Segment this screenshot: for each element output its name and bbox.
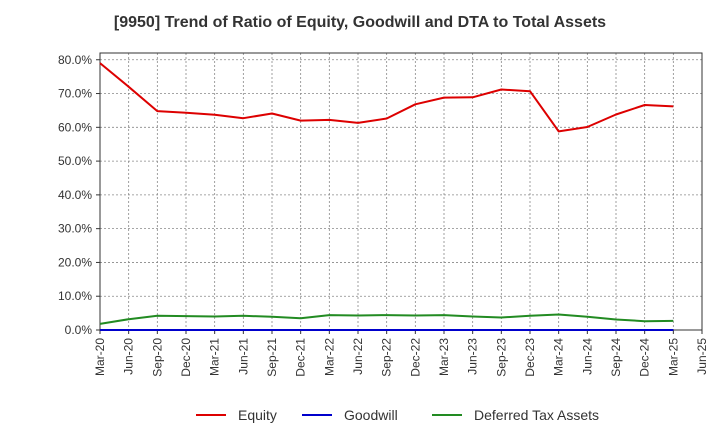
x-tick-label: Dec-24 xyxy=(638,338,652,377)
legend-swatch xyxy=(432,414,462,416)
series-group xyxy=(99,62,674,331)
x-tick-label: Mar-20 xyxy=(93,338,107,376)
y-tick-label: 0.0% xyxy=(65,323,93,337)
x-tick-label: Dec-20 xyxy=(179,338,193,377)
legend-swatch xyxy=(196,414,226,416)
y-tick-label: 40.0% xyxy=(58,188,92,202)
x-tick-label: Mar-23 xyxy=(437,338,451,376)
y-tick-label: 10.0% xyxy=(58,289,92,303)
legend-item-goodwill: Goodwill xyxy=(302,403,398,427)
y-tick-label: 50.0% xyxy=(58,154,92,168)
x-tick-label: Jun-23 xyxy=(466,338,480,375)
x-tick-label: Sep-24 xyxy=(609,338,623,377)
x-tick-label: Sep-20 xyxy=(150,338,164,377)
legend-item-equity: Equity xyxy=(196,403,277,427)
x-tick-label: Jun-22 xyxy=(351,338,365,375)
x-tick-label: Sep-22 xyxy=(380,338,394,377)
legend-item-deferred-tax-assets: Deferred Tax Assets xyxy=(432,403,599,427)
x-tick-label: Mar-22 xyxy=(322,338,336,376)
series-line-deferred-tax-assets xyxy=(99,313,674,325)
x-tick-label: Dec-23 xyxy=(523,338,537,377)
chart-title: [9950] Trend of Ratio of Equity, Goodwil… xyxy=(113,14,607,31)
x-tick-label: Dec-22 xyxy=(408,338,422,377)
grid xyxy=(99,53,703,331)
legend-label: Deferred Tax Assets xyxy=(474,407,600,423)
x-tick-label: Jun-24 xyxy=(580,338,594,375)
x-tick-label: Mar-24 xyxy=(552,338,566,376)
x-tick-label: Jun-21 xyxy=(236,338,250,375)
x-tick-label: Sep-23 xyxy=(494,338,508,377)
x-tick-label: Mar-21 xyxy=(208,338,222,376)
y-tick-label: 20.0% xyxy=(58,255,92,269)
legend-label: Goodwill xyxy=(344,407,398,423)
x-tick-label: Mar-25 xyxy=(666,338,680,376)
y-tick-label: 70.0% xyxy=(58,87,92,101)
x-tick-label: Sep-21 xyxy=(265,338,279,377)
plot-frame xyxy=(99,52,703,331)
legend: Equity Goodwill Deferred Tax Assets xyxy=(0,403,720,427)
series-line-equity xyxy=(99,62,674,133)
legend-swatch xyxy=(302,414,332,416)
x-tick-label: Dec-21 xyxy=(294,338,308,377)
x-tick-label: Jun-25 xyxy=(695,338,709,375)
y-tick-label: 60.0% xyxy=(58,120,92,134)
legend-label: Equity xyxy=(238,407,277,423)
y-tick-label: 30.0% xyxy=(58,222,92,236)
y-tick-label: 80.0% xyxy=(58,53,92,67)
x-tick-label: Jun-20 xyxy=(122,338,136,375)
axes: 0.0% 10.0% 20.0% 30.0% 40.0% 50.0% 60.0% 70.0% 8… xyxy=(58,52,709,377)
